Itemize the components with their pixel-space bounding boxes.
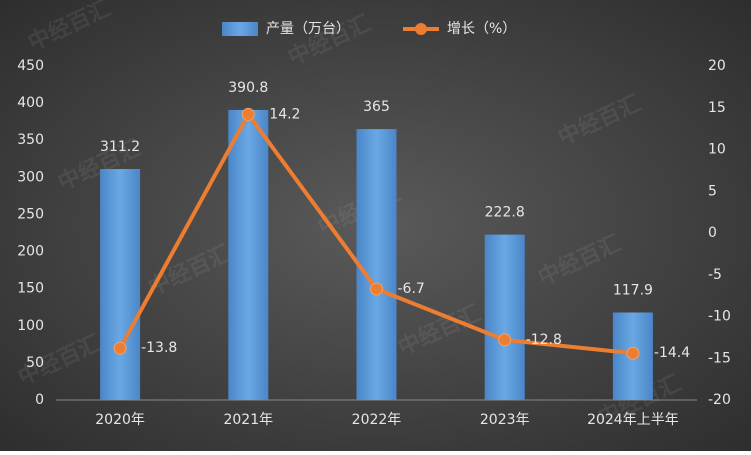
- y2-tick-label: -10: [708, 309, 731, 325]
- line-label: 14.2: [269, 106, 300, 122]
- line-label: -14.4: [654, 345, 690, 361]
- line-label: -13.8: [141, 340, 177, 356]
- y2-tick-label: -20: [708, 392, 731, 408]
- line-marker: [113, 341, 127, 355]
- line-marker: [498, 333, 512, 347]
- x-tick-label: 2020年: [95, 412, 145, 428]
- y-tick-label: 200: [17, 244, 44, 260]
- bar-label: 222.8: [485, 205, 525, 221]
- y2-tick-label: -5: [708, 267, 722, 283]
- y-tick-label: 0: [35, 392, 44, 408]
- legend-swatch: [222, 22, 258, 36]
- bar-label: 311.2: [100, 139, 140, 155]
- y2-tick-label: 20: [708, 58, 726, 74]
- x-tick-label: 2023年: [480, 412, 530, 428]
- bar-label: 390.8: [228, 80, 268, 96]
- legend-label: 增长（%）: [447, 21, 516, 37]
- line-label: -12.8: [526, 332, 562, 348]
- y2-tick-label: 10: [708, 142, 726, 158]
- y-tick-label: 150: [17, 281, 44, 297]
- y-tick-label: 400: [17, 95, 44, 111]
- y2-tick-label: -15: [708, 350, 731, 366]
- bar: [484, 234, 525, 400]
- y-tick-label: 300: [17, 169, 44, 185]
- x-tick-label: 2024年上半年: [587, 412, 679, 428]
- line-marker: [241, 107, 255, 121]
- y-tick-label: 250: [17, 206, 44, 222]
- legend-swatch: [415, 23, 427, 35]
- line-label: -6.7: [398, 281, 425, 297]
- y-tick-label: 50: [26, 355, 44, 371]
- bar: [356, 129, 397, 401]
- x-tick-label: 2022年: [352, 412, 402, 428]
- y2-tick-label: 5: [708, 183, 717, 199]
- bar: [228, 109, 269, 401]
- y-tick-label: 450: [17, 58, 44, 74]
- bar: [100, 169, 141, 400]
- y-tick-label: 350: [17, 132, 44, 148]
- y2-tick-label: 15: [708, 100, 726, 116]
- y2-tick-label: 0: [708, 225, 717, 241]
- legend-label: 产量（万台）: [266, 21, 350, 37]
- line-marker: [370, 282, 383, 296]
- line-marker: [626, 346, 640, 360]
- bar-label: 117.9: [613, 282, 653, 298]
- y-tick-label: 100: [17, 318, 44, 334]
- x-tick-label: 2021年: [223, 412, 273, 428]
- bar-label: 365: [363, 99, 390, 115]
